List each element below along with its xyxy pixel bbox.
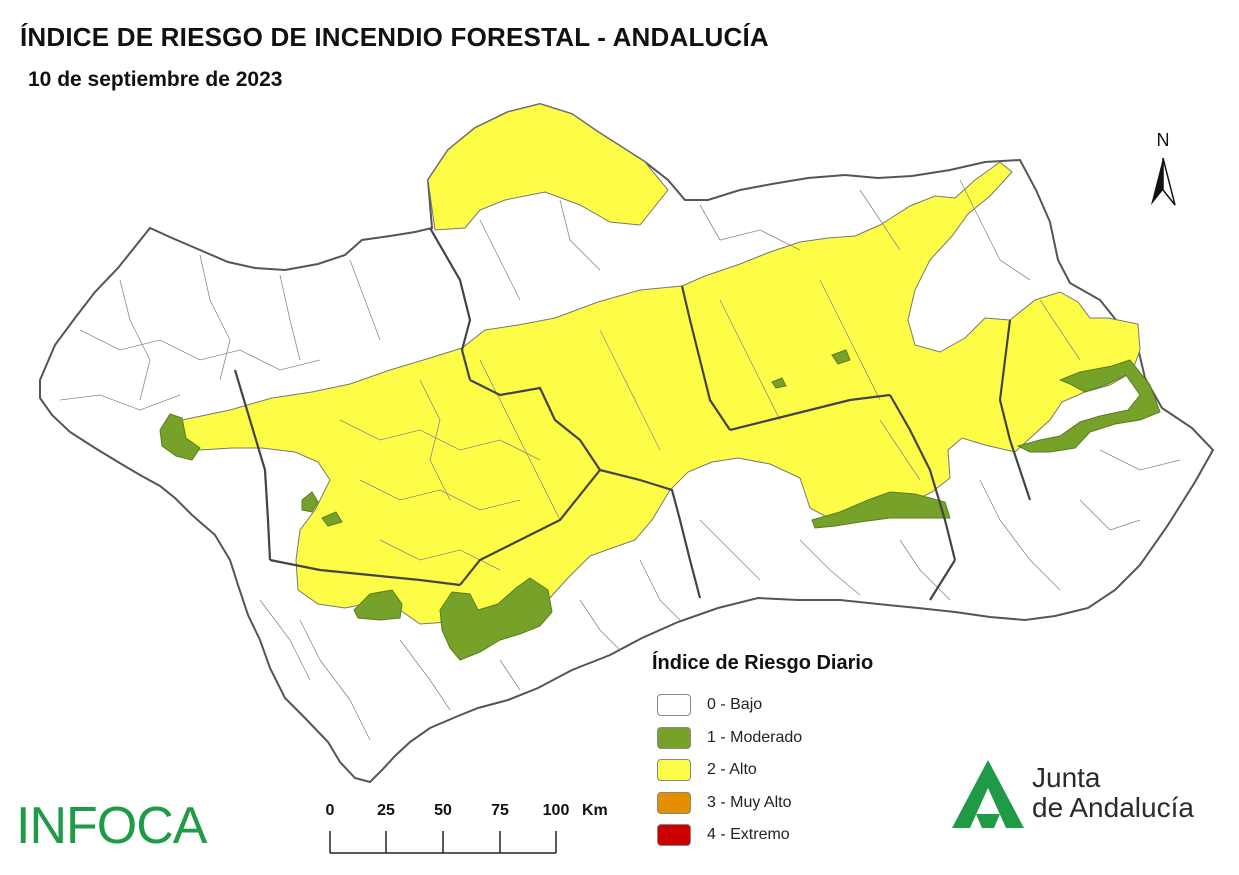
infoca-logo: INFOCA bbox=[16, 797, 207, 855]
north-arrow-icon bbox=[1151, 157, 1176, 206]
legend-swatch-alto bbox=[657, 759, 691, 782]
junta-text-line2: de Andalucía bbox=[1032, 792, 1194, 823]
legend-swatch-moderado bbox=[657, 726, 691, 749]
risk-moderado-zones bbox=[159, 349, 1161, 661]
legend-label-moderado: 1 - Moderado bbox=[707, 728, 803, 746]
legend-label-alto: 2 - Alto bbox=[707, 761, 757, 779]
zone-moderado-granada bbox=[811, 491, 951, 529]
province-boundaries bbox=[233, 227, 1032, 601]
scale-tick-25: 25 bbox=[377, 802, 395, 819]
legend-title: Índice de Riesgo Diario bbox=[652, 652, 874, 674]
junta-text-line1: Junta bbox=[1032, 762, 1101, 793]
legend-label-extremo: 4 - Extremo bbox=[707, 826, 790, 844]
north-arrow: N bbox=[1143, 130, 1183, 210]
scale-bar-graphic bbox=[329, 831, 557, 854]
scale-unit: Km bbox=[582, 802, 608, 819]
scale-tick-75: 75 bbox=[491, 802, 509, 819]
municipal-boundaries bbox=[59, 179, 1181, 741]
map-date: 10 de septiembre de 2023 bbox=[28, 68, 283, 91]
north-arrow-label: N bbox=[1156, 130, 1170, 150]
zone-moderado-sevilla bbox=[301, 491, 319, 513]
risk-alto-zones bbox=[181, 103, 1141, 625]
junta-emblem-icon bbox=[952, 760, 1024, 828]
scale-tick-100: 100 bbox=[542, 802, 570, 819]
legend-item-extremo: 4 - Extremo bbox=[652, 819, 952, 852]
legend-swatch-extremo bbox=[657, 824, 691, 847]
legend: Índice de Riesgo Diario 0 - Bajo 1 - Mod… bbox=[652, 652, 952, 852]
legend-swatch-muy-alto bbox=[657, 791, 691, 814]
legend-item-alto: 2 - Alto bbox=[652, 754, 952, 787]
zone-moderado-cadiz bbox=[353, 589, 403, 621]
legend-swatch-bajo bbox=[657, 694, 691, 717]
legend-item-muy-alto: 3 - Muy Alto bbox=[652, 787, 952, 820]
legend-label-muy-alto: 3 - Muy Alto bbox=[707, 793, 792, 811]
legend-item-moderado: 1 - Moderado bbox=[652, 722, 952, 755]
zone-alto-north bbox=[427, 103, 669, 231]
zone-moderado-jaen-2 bbox=[771, 377, 787, 389]
legend-item-bajo: 0 - Bajo bbox=[652, 689, 952, 722]
scale-tick-50: 50 bbox=[434, 802, 452, 819]
zone-moderado-malaga bbox=[439, 577, 553, 661]
legend-label-bajo: 0 - Bajo bbox=[707, 696, 763, 714]
zone-moderado-huelva bbox=[159, 413, 201, 461]
zone-moderado-jaen-1 bbox=[831, 349, 851, 365]
zone-alto-central bbox=[181, 161, 1141, 625]
zone-moderado-almeria bbox=[1016, 359, 1161, 453]
map-title: ÍNDICE DE RIESGO DE INCENDIO FORESTAL - … bbox=[20, 22, 769, 52]
zone-moderado-sevilla-2 bbox=[321, 511, 343, 527]
scale-tick-0: 0 bbox=[325, 802, 335, 819]
junta-andalucia-logo: Junta de Andalucía bbox=[948, 758, 1218, 830]
scale-bar: 0 25 50 75 100 Km bbox=[320, 798, 620, 858]
